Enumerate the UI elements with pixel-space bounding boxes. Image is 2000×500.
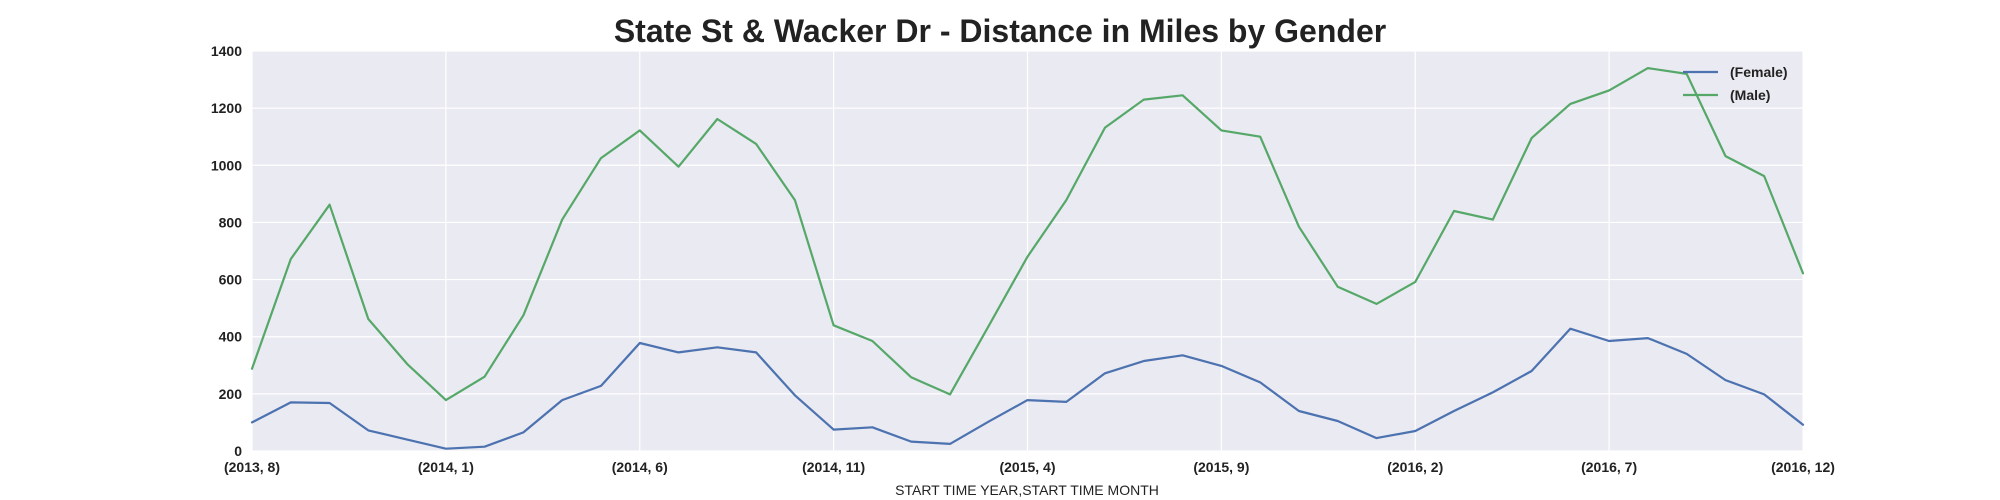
- x-tick-label: (2015, 4): [999, 459, 1055, 475]
- series-line-female: [250, 327, 1805, 450]
- legend: (Female) (Male): [1683, 64, 1788, 103]
- y-tick-label: 200: [219, 386, 243, 402]
- x-tick-label: (2016, 2): [1387, 459, 1443, 475]
- x-tick-label: (2016, 7): [1581, 459, 1637, 475]
- x-tick-label: (2014, 1): [418, 459, 474, 475]
- x-tick-label: (2013, 8): [224, 459, 280, 475]
- y-axis-ticks: 0 200 400 600 800 1000 1200 1400: [211, 43, 242, 459]
- x-tick-label: (2016, 12): [1771, 459, 1835, 475]
- x-axis-label: START TIME YEAR,START TIME MONTH: [895, 482, 1159, 498]
- y-tick-label: 400: [219, 329, 243, 345]
- y-tick-label: 600: [219, 272, 243, 288]
- series-layer: [250, 66, 1805, 450]
- legend-label: (Male): [1730, 87, 1770, 103]
- y-tick-label: 800: [219, 214, 243, 230]
- y-tick-label: 1000: [211, 157, 242, 173]
- legend-label: (Female): [1730, 64, 1788, 80]
- x-tick-label: (2014, 6): [612, 459, 668, 475]
- y-tick-label: 1400: [211, 43, 242, 59]
- series-line-male: [250, 66, 1805, 402]
- x-tick-label: (2014, 11): [802, 459, 865, 475]
- chart-title: State St & Wacker Dr - Distance in Miles…: [614, 13, 1386, 49]
- x-axis-ticks: (2013, 8) (2014, 1) (2014, 6) (2014, 11) (20…: [224, 459, 1835, 475]
- y-tick-label: 1200: [211, 100, 242, 116]
- x-tick-label: (2015, 9): [1193, 459, 1249, 475]
- y-tick-label: 0: [234, 443, 242, 459]
